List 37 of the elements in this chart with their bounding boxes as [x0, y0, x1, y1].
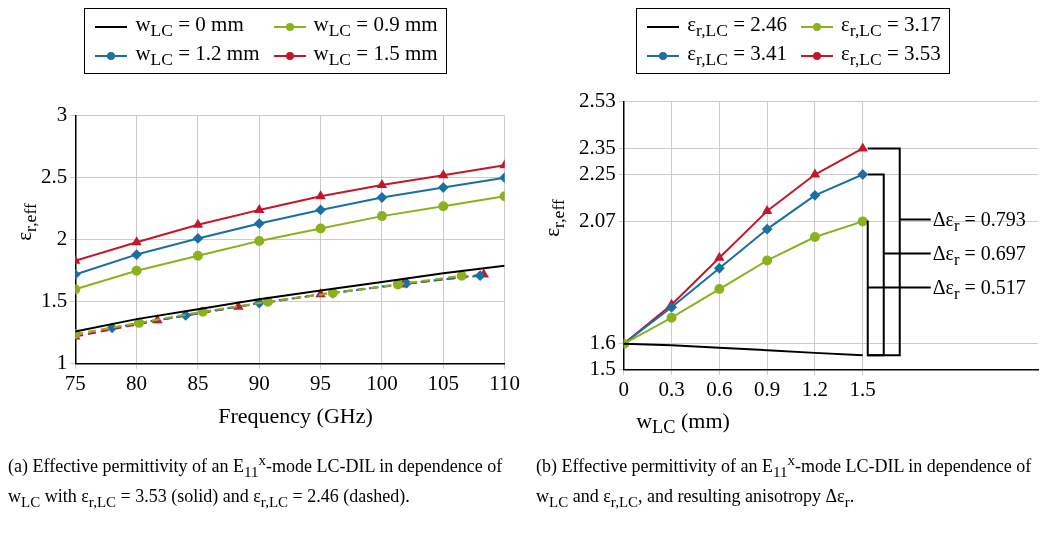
legend-label: w$_{LC}$ = 1.2 mm — [135, 41, 260, 71]
x-tick-label: 105 — [427, 370, 460, 395]
x-tick-label: 90 — [248, 370, 270, 395]
x-tick-label: 100 — [366, 370, 398, 395]
x-tick-label: 85 — [187, 370, 209, 395]
x-tick-label: 95 — [310, 370, 332, 395]
y-tick-label: 1.6 — [589, 330, 616, 355]
legend-label: ε$_{r,LC}$ = 3.53 — [841, 41, 941, 71]
legend-label: ε$_{r,LC}$ = 3.17 — [841, 12, 941, 42]
y-tick-label: 2 — [56, 226, 68, 251]
legend-label: w$_{LC}$ = 0.9 mm — [313, 12, 438, 42]
x-tick-label: 0.3 — [658, 376, 685, 401]
x-axis-title: Frequency (GHz) — [218, 403, 373, 428]
legend-label: w$_{LC}$ = 1.5 mm — [313, 41, 438, 71]
y-tick-label: 2.35 — [579, 134, 616, 159]
text: (b) Effective permittivity of an E$_{11}$$^{x}$-mode LC-DIL in dependence of w$_{LC}$ and ε$_{r,LC}$, and resulting anisotropy Δε$_{r}$. — [536, 452, 1032, 510]
y-tick-label: 1.5 — [41, 288, 68, 313]
annotation: Δε$_{r}$ = 0.697 — [932, 240, 1026, 271]
legend-label: ε$_{r,LC}$ = 2.46 — [687, 12, 787, 42]
y-tick-label: 2.25 — [579, 161, 616, 186]
legend-label: w$_{LC}$ = 0 mm — [135, 12, 244, 42]
x-tick-label: 0.9 — [754, 376, 781, 401]
y-tick-label: 2.53 — [579, 88, 616, 113]
y-tick-label: 2.07 — [579, 207, 616, 232]
x-axis-title: w$_{LC}$ (mm) — [636, 408, 730, 438]
annotation: Δε$_{r}$ = 0.793 — [932, 206, 1026, 237]
y-tick-label: 2.5 — [41, 164, 68, 189]
x-tick-label: 0.6 — [706, 376, 733, 401]
x-tick-label: 1.2 — [801, 376, 829, 401]
annotation: Δε$_{r}$ = 0.517 — [932, 274, 1026, 305]
x-tick-label: 110 — [489, 370, 521, 395]
x-tick-label: 1.5 — [849, 376, 876, 401]
text: (a) Effective permittivity of an E$_{11}$$^{x}$-mode LC-DIL in dependence of w$_{LC}$ with ε$_{r,LC}$ = 3.53 (solid) and ε$_{r,LC}$ = 2.46 (dashed). — [8, 452, 503, 510]
x-tick-label: 0 — [618, 376, 629, 401]
x-tick-label: 80 — [126, 370, 148, 395]
legend-label: ε$_{r,LC}$ = 3.41 — [687, 41, 787, 71]
y-tick-label: 3 — [56, 102, 68, 127]
